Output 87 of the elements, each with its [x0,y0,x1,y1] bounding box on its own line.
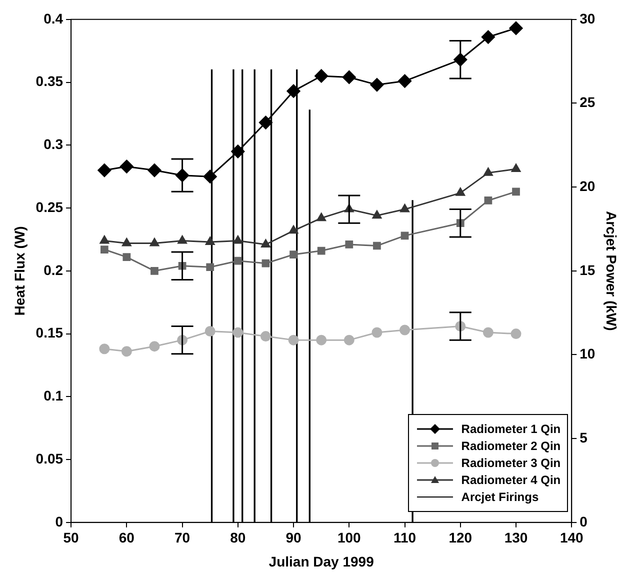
point [345,240,354,248]
y2-tick-label: 10 [580,346,596,362]
point [234,256,242,265]
point [231,144,245,158]
y2-tick-label: 0 [580,513,588,530]
point [122,253,131,261]
x-tick-label: 130 [504,530,528,546]
point [99,344,110,354]
point [316,334,327,346]
x-tick-label: 110 [393,530,416,546]
point [204,326,216,337]
point [400,324,410,336]
y2-tick-label: 30 [580,10,596,26]
point [342,70,356,84]
point [98,164,112,178]
point [120,160,134,174]
point [288,225,298,234]
legend-label: Radiometer 1 Qin [461,422,561,436]
y-axis-title: Heat Flux (W) [11,226,28,316]
y-tick-label: 0.35 [36,73,64,90]
x-axis-title: Julian Day 1999 [268,553,374,570]
x-tick-label: 90 [286,530,302,546]
x-tick-label: 70 [174,530,190,546]
y-tick-label: 0.25 [36,198,64,215]
point [232,327,244,338]
point [344,334,354,346]
point [481,30,495,44]
x-tick-label: 120 [448,530,472,546]
point [149,341,160,352]
legend-label: Arcjet Firings [461,490,539,504]
point [261,239,270,248]
point [456,188,466,196]
point [286,84,300,98]
point [150,238,160,246]
point [373,242,381,250]
y-tick-label: 0 [55,513,64,530]
point [400,204,410,212]
y-tick-label: 0.05 [36,450,64,466]
point [150,266,158,275]
x-tick-label: 100 [337,530,362,546]
point [484,196,492,204]
y-tick-label: 0.2 [44,262,64,278]
y-tick-label: 0.1 [44,388,64,404]
x-tick-label: 140 [560,530,584,546]
point [178,235,187,244]
point [512,188,520,196]
y2-tick-label: 5 [580,429,588,446]
legend-label: Radiometer 2 Qin [461,439,561,454]
point [290,250,298,258]
point [317,246,326,255]
point [260,331,271,342]
point [233,235,243,244]
point [400,232,409,240]
point [121,346,132,357]
point [314,69,328,83]
point [316,212,326,222]
point [122,238,132,246]
y2-tick-label: 20 [580,178,596,194]
point [372,210,382,219]
point [262,259,270,268]
point [288,334,299,346]
point [372,327,382,338]
x-tick-label: 60 [118,530,135,546]
point [370,78,384,92]
legend-label: Radiometer 3 Qin [461,456,561,470]
point [484,168,493,176]
point [482,327,494,338]
y-tick-label: 0.15 [36,324,64,341]
point [100,235,110,244]
x-tick-label: 80 [230,530,246,546]
point [509,21,523,35]
y2-axis-title: Arcjet Power (kW) [604,210,620,331]
y2-tick-label: 15 [580,262,596,278]
y2-tick-label: 25 [580,94,596,110]
legend-label: Radiometer 4 Qin [461,473,561,488]
point [510,328,522,340]
x-tick-label: 50 [63,530,80,546]
point [203,170,217,184]
point [148,164,162,178]
point [205,236,215,245]
point [511,164,521,172]
point [100,246,108,254]
point [398,74,412,88]
y-tick-label: 0.4 [44,10,64,26]
point [258,116,272,130]
point [206,263,214,272]
y-tick-label: 0.3 [44,136,64,152]
